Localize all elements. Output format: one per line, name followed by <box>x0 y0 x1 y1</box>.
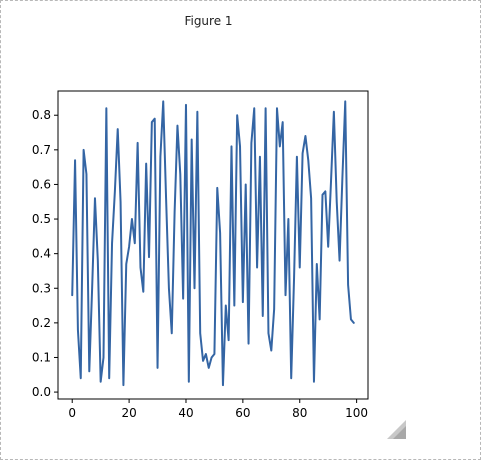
x-tick-label: 100 <box>345 406 368 420</box>
y-tick-label: 0.0 <box>32 385 51 399</box>
x-tick-label: 80 <box>292 406 307 420</box>
y-tick-label: 0.3 <box>32 281 51 295</box>
series-line <box>71 100 355 387</box>
x-axis: 0 20 40 60 80 100 <box>68 399 368 420</box>
y-tick-label: 0.7 <box>32 143 51 157</box>
y-tick-label: 0.1 <box>32 350 51 364</box>
y-tick-label: 0.5 <box>32 212 51 226</box>
y-tick-label: 0.8 <box>32 108 51 122</box>
x-tick-label: 60 <box>235 406 250 420</box>
resize-grip-icon[interactable] <box>387 420 406 439</box>
y-axis: 0.0 0.1 0.2 0.3 0.4 0.5 0.6 0.7 0.8 <box>32 108 58 399</box>
y-tick-label: 0.2 <box>32 316 51 330</box>
x-tick-label: 40 <box>178 406 193 420</box>
x-tick-label: 20 <box>121 406 136 420</box>
y-tick-label: 0.4 <box>32 247 51 261</box>
y-tick-label: 0.6 <box>32 177 51 191</box>
x-tick-label: 0 <box>68 406 76 420</box>
figure-title: Figure 1 <box>184 14 233 28</box>
